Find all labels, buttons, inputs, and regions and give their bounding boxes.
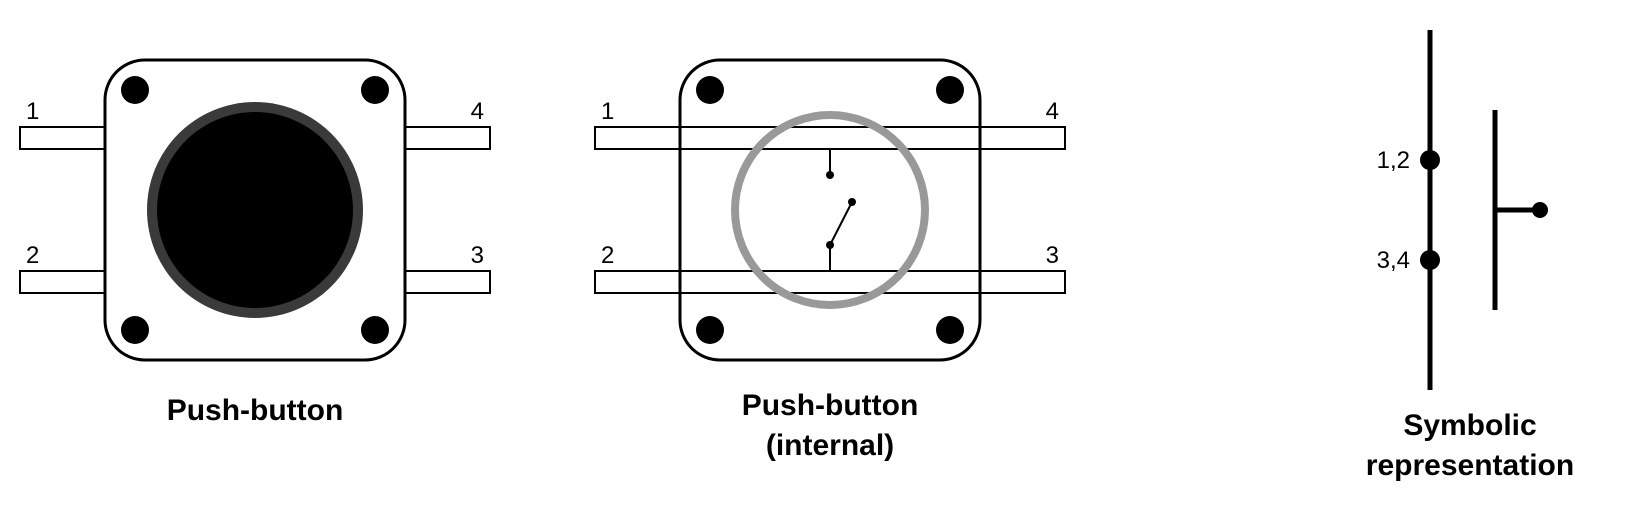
pin-label-3: 3 [471,242,484,269]
pin-1 [20,127,105,149]
rail-bottom [595,271,1065,293]
corner-dot [936,316,964,344]
pin-label-2: 2 [26,242,39,269]
pin-4 [405,127,490,149]
corner-dot [361,76,389,104]
caption-internal-2: (internal) [766,429,894,462]
symbol-node-top [1420,150,1440,170]
button-cap [157,112,353,308]
symbol-label-bottom: 3,4 [1377,247,1410,274]
svg-text:3: 3 [1046,242,1059,269]
caption-internal-1: Push-button [742,389,919,422]
symbol-node-bottom [1420,250,1440,270]
pin-label-1: 1 [26,98,39,125]
corner-dot [696,76,724,104]
corner-dot [121,316,149,344]
switch-arm [830,202,852,245]
corner-dot [121,76,149,104]
symbol-stub-node [1532,202,1548,218]
caption-symbol-1: Symbolic [1403,409,1536,442]
symbol-label-top: 1,2 [1377,147,1410,174]
pin-label-4: 4 [471,98,484,125]
corner-dot [696,316,724,344]
caption-symbol-2: representation [1366,449,1574,482]
caption-external: Push-button [167,394,344,427]
corner-dot [936,76,964,104]
pushbutton-external: 1 2 3 4 Push-button [20,60,490,427]
svg-text:2: 2 [601,242,614,269]
pin-2 [20,271,105,293]
corner-dot [361,316,389,344]
pushbutton-internal: 1 2 4 3 Push-button (internal) [595,60,1065,462]
pushbutton-symbol: 1,2 3,4 Symbolic representation [1366,30,1574,482]
svg-text:4: 4 [1046,98,1059,125]
svg-text:1: 1 [601,98,614,125]
rail-top [595,127,1065,149]
pin-3 [405,271,490,293]
button-body [680,60,980,360]
